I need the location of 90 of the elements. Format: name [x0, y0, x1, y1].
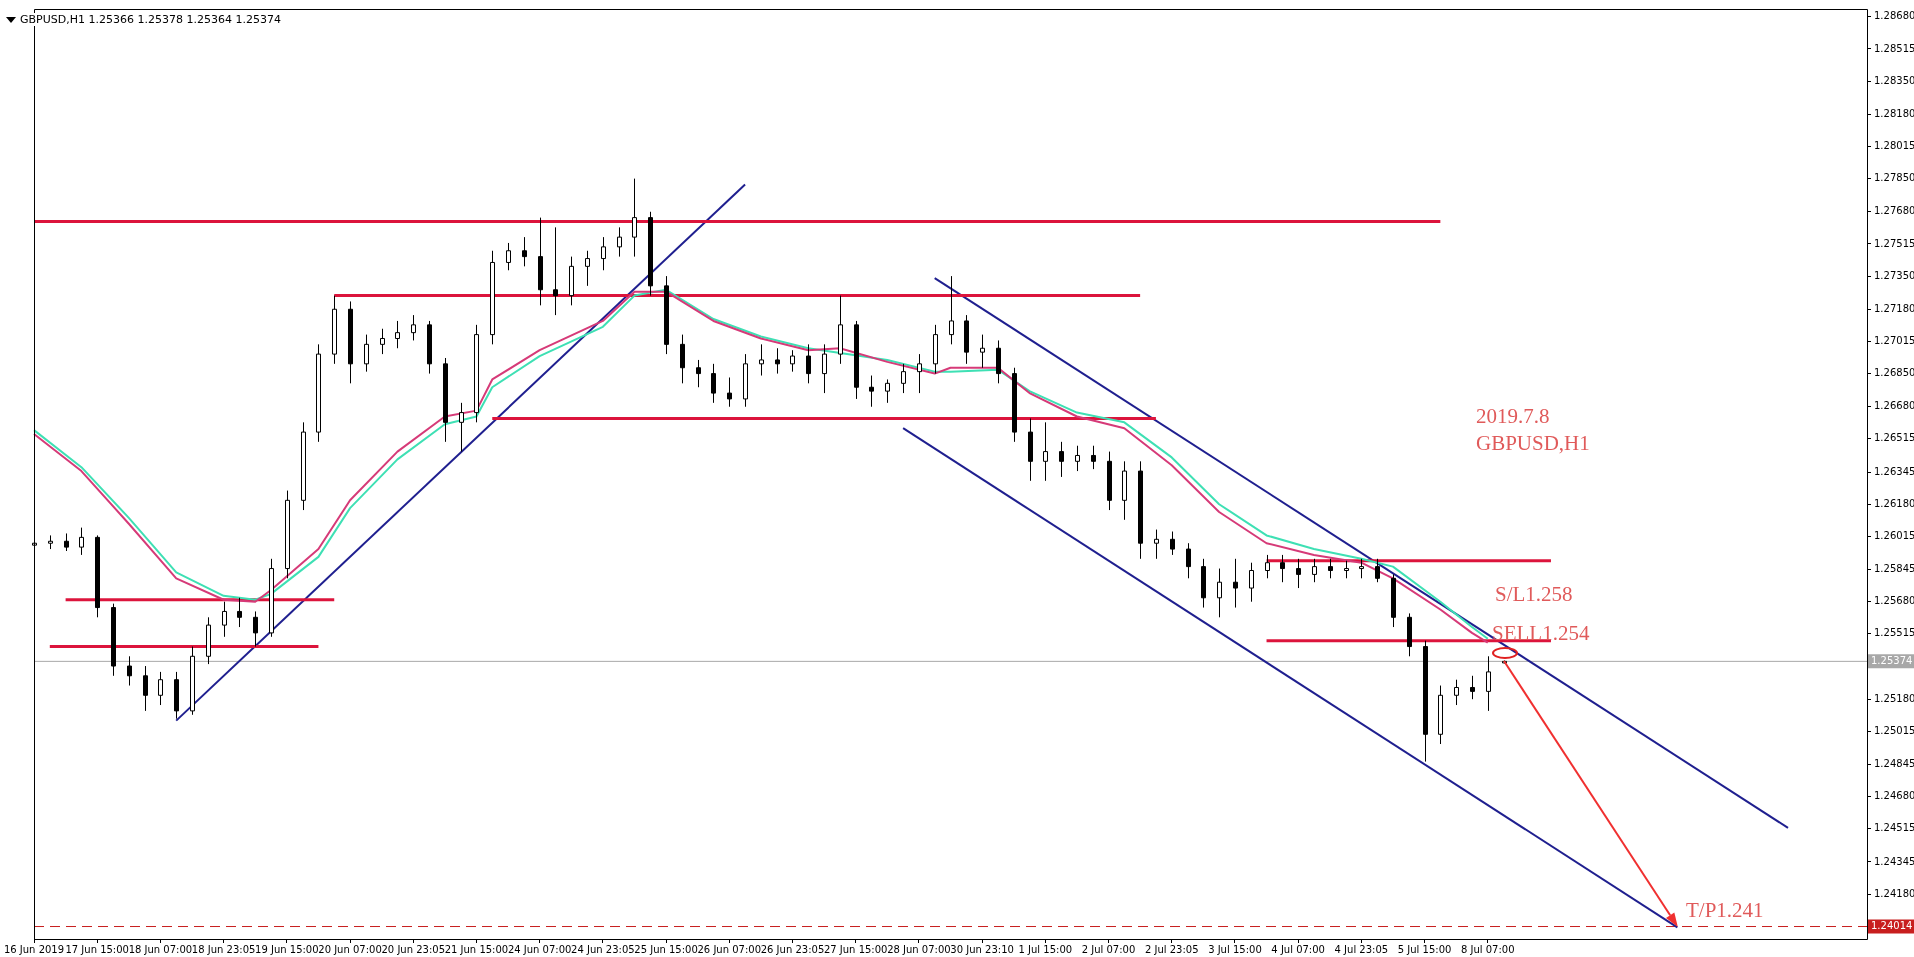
- candlestick: [664, 275, 669, 355]
- y-tick-label: 1.27015: [1874, 335, 1914, 347]
- y-tick-label: 1.28015: [1874, 140, 1914, 152]
- x-tick-label: 4 Jul 07:00: [1271, 943, 1325, 955]
- y-tick-label: 1.24845: [1874, 758, 1914, 770]
- x-tick-label: 1 Jul 15:00: [1018, 943, 1073, 955]
- chart-title: GBPUSD,H1 1.25366 1.25378 1.25364 1.25374: [20, 13, 281, 26]
- x-tick-label: 18 Jun 07:00: [128, 943, 193, 955]
- y-tick-label: 1.24680: [1874, 790, 1914, 802]
- y-tick-label: 1.26180: [1874, 497, 1914, 509]
- x-tick-label: 26 Jun 07:00: [697, 943, 762, 955]
- x-tick-label: 17 Jun 15:00: [65, 943, 129, 955]
- y-tick-label: 1.26015: [1874, 529, 1914, 541]
- x-tick-label: 4 Jul 23:05: [1334, 943, 1389, 955]
- candlestick: [158, 671, 163, 706]
- y-tick-label: 1.27350: [1874, 269, 1914, 281]
- candlestick: [1296, 558, 1301, 589]
- candlestick: [1423, 640, 1428, 763]
- y-tick-label: 1.28515: [1874, 42, 1914, 54]
- candlestick: [964, 314, 969, 365]
- y-tick-label: 1.24515: [1874, 822, 1914, 834]
- candlestick: [1454, 679, 1459, 706]
- ref-line-label: 1.24014: [1871, 920, 1913, 932]
- x-tick-label: 3 Jul 15:00: [1208, 943, 1262, 955]
- candlestick: [711, 363, 716, 404]
- x-tick-label: 24 Jun 23:05: [571, 943, 635, 955]
- candlestick: [143, 665, 148, 712]
- candlestick: [838, 295, 843, 365]
- x-tick-label: 28 Jun 07:00: [887, 943, 951, 955]
- annotation: S/L1.258: [1495, 581, 1573, 607]
- x-tick-label: 30 Jun 23:10: [950, 943, 1014, 955]
- x-tick-label: 8 Jul 07:00: [1460, 943, 1515, 955]
- candlestick: [1249, 562, 1254, 603]
- y-tick-label: 1.25845: [1874, 563, 1914, 575]
- y-tick-label: 1.26515: [1874, 432, 1914, 444]
- x-tick-label: 2 Jul 23:05: [1144, 943, 1199, 955]
- candlestick: [1486, 655, 1491, 712]
- y-tick-label: 1.28180: [1874, 107, 1914, 119]
- annotation: GBPUSD,H1: [1476, 430, 1590, 456]
- candlestick: [1312, 558, 1317, 583]
- y-tick-label: 1.27850: [1874, 172, 1914, 184]
- candlestick: [395, 320, 400, 349]
- x-tick-label: 16 Jun 2019: [3, 943, 65, 955]
- x-tick-label: 19 Jun 15:00: [255, 943, 319, 955]
- x-tick-label: 27 Jun 15:00: [823, 943, 888, 955]
- y-tick-label: 1.26850: [1874, 367, 1914, 379]
- candlestick: [901, 363, 906, 394]
- candlestick: [632, 178, 637, 258]
- y-tick-label: 1.26680: [1874, 400, 1914, 412]
- candlestick: [1091, 445, 1096, 470]
- y-tick-label: 1.25515: [1874, 627, 1914, 639]
- candlestick: [585, 250, 590, 287]
- x-tick-label: 20 Jun 07:00: [318, 943, 382, 955]
- y-tick-label: 1.28680: [1874, 10, 1914, 22]
- candlestick: [1470, 675, 1475, 700]
- x-tick-label: 21 Jun 15:00: [444, 943, 509, 955]
- y-tick-label: 1.27515: [1874, 237, 1914, 249]
- candlestick: [111, 603, 116, 677]
- candlestick: [1012, 367, 1017, 443]
- candlestick: [443, 357, 448, 443]
- candlestick: [1328, 558, 1333, 579]
- y-tick-label: 1.26345: [1874, 465, 1914, 477]
- y-tick-label: 1.24180: [1874, 887, 1914, 899]
- x-tick-label: 25 Jun 15:00: [634, 943, 698, 955]
- x-tick-label: 24 Jun 07:00: [507, 943, 572, 955]
- y-tick-label: 1.25015: [1874, 724, 1914, 736]
- candlestick: [380, 328, 385, 355]
- y-tick-label: 1.24345: [1874, 855, 1914, 867]
- x-tick-label: 18 Jun 23:05: [191, 943, 256, 955]
- annotation: T/P1.241: [1686, 896, 1764, 923]
- x-tick-label: 26 Jun 23:05: [760, 943, 825, 955]
- ref-line-label: 1.25374: [1871, 654, 1913, 666]
- candlestick: [854, 320, 859, 400]
- annotation: SELL1.254: [1492, 620, 1590, 646]
- candlestick: [506, 242, 511, 271]
- candlestick: [1043, 421, 1048, 482]
- candlestick: [459, 402, 464, 453]
- x-tick-label: 20 Jun 23:05: [381, 943, 446, 955]
- y-tick-label: 1.28350: [1874, 74, 1914, 86]
- y-tick-label: 1.25180: [1874, 692, 1914, 704]
- candlestick: [1059, 441, 1064, 478]
- x-tick-label: 5 Jul 15:00: [1397, 943, 1452, 955]
- y-tick-label: 1.25680: [1874, 595, 1914, 607]
- candlestick: [1075, 445, 1080, 472]
- candlestick: [1265, 554, 1270, 579]
- annotation: 2019.7.8: [1476, 403, 1550, 429]
- y-tick-label: 1.27680: [1874, 205, 1914, 217]
- candlestick: [1375, 558, 1380, 583]
- x-tick-label: 2 Jul 07:00: [1081, 943, 1136, 955]
- y-tick-label: 1.27180: [1874, 302, 1914, 314]
